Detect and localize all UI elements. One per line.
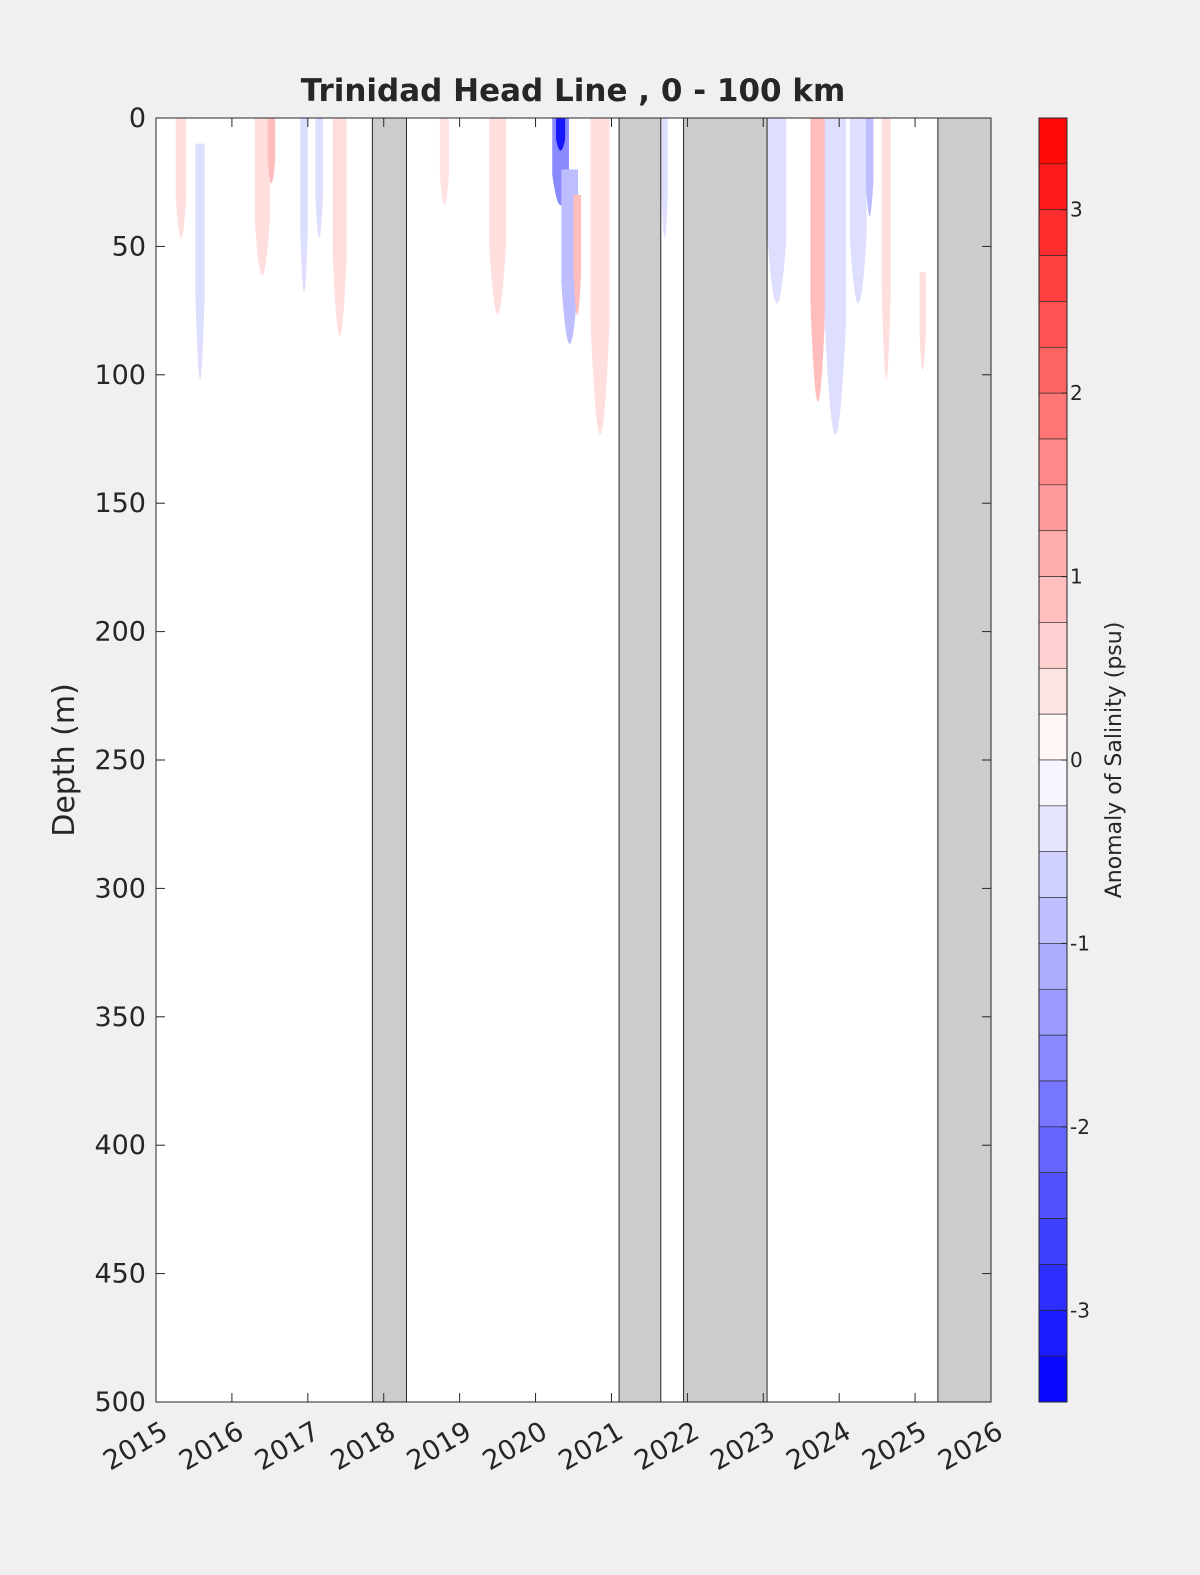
colorbar-tick-label--2: -2 (1070, 1115, 1090, 1139)
colorbar-tick-label-2: 2 (1070, 381, 1083, 405)
chart-title: Trinidad Head Line , 0 - 100 km (301, 73, 846, 109)
y-tick-label-400: 400 (94, 1130, 146, 1161)
colorbar-tick-label--3: -3 (1070, 1298, 1090, 1322)
colorbar-band-15 (1038, 805, 1068, 853)
colorbar-band-23 (1038, 1172, 1068, 1219)
anomaly-patch-2 (254, 118, 270, 276)
colorbar-band-18 (1038, 943, 1068, 990)
anomaly-patch-4 (300, 118, 308, 293)
anomaly-patch-3 (267, 118, 276, 184)
y-tick-label-100: 100 (94, 360, 146, 391)
colorbar-tick-label-3: 3 (1070, 198, 1083, 222)
colorbar-label: Anomaly of Salinity (psu) (1102, 622, 1127, 899)
colorbar-band-7 (1038, 438, 1068, 486)
anomaly-patch-12 (573, 195, 582, 316)
anomaly-patch-17 (824, 118, 847, 435)
anomaly-patch-18 (849, 118, 867, 304)
anomaly-patch-10 (556, 118, 566, 151)
anomaly-patch-0 (175, 118, 187, 239)
colorbar-tick-label--1: -1 (1070, 931, 1090, 955)
anomaly-patch-8 (489, 118, 506, 315)
colorbar-tick-label-1: 1 (1070, 565, 1083, 589)
y-tick-label-200: 200 (94, 617, 146, 648)
colorbar-band-19 (1038, 988, 1068, 1036)
anomaly-patch-16 (810, 118, 826, 402)
y-tick-label-0: 0 (129, 103, 146, 134)
y-tick-label-300: 300 (94, 873, 146, 904)
colorbar-band-16 (1038, 851, 1068, 898)
x-tick-label-2023: 2023 (705, 1416, 780, 1477)
colorbar-band-20 (1038, 1034, 1068, 1082)
y-tick-label-500: 500 (94, 1387, 146, 1418)
y-tick-label-450: 450 (94, 1259, 146, 1290)
anomaly-patch-1 (195, 143, 205, 380)
anomaly-patch-14 (661, 118, 668, 239)
colorbar-band-27 (1038, 1355, 1068, 1403)
x-tick-label-2020: 2020 (478, 1416, 553, 1477)
colorbar-band-24 (1038, 1218, 1068, 1265)
colorbar-band-12 (1038, 667, 1068, 715)
anomaly-patch-7 (439, 118, 450, 206)
y-tick-label-350: 350 (94, 1002, 146, 1033)
anomaly-patch-5 (315, 118, 323, 239)
x-tick-label-2025: 2025 (857, 1416, 932, 1477)
colorbar-band-21 (1038, 1080, 1068, 1128)
colorbar-tick-label-0: 0 (1070, 748, 1083, 772)
y-axis-label: Depth (m) (47, 683, 82, 837)
x-tick-label-2017: 2017 (250, 1416, 325, 1477)
x-tick-label-2024: 2024 (781, 1416, 856, 1477)
x-tick-label-2018: 2018 (326, 1416, 401, 1477)
x-tick-label-2015: 2015 (98, 1416, 173, 1477)
colorbar-band-1 (1038, 163, 1068, 211)
x-tick-label-2022: 2022 (629, 1416, 704, 1477)
anomaly-patch-15 (767, 118, 787, 304)
x-tick-label-2026: 2026 (933, 1416, 1008, 1477)
y-tick-label-250: 250 (94, 745, 146, 776)
colorbar-band-9 (1038, 530, 1068, 577)
anomaly-patch-6 (332, 118, 347, 337)
x-tick-label-2019: 2019 (402, 1416, 477, 1477)
colorbar-band-26 (1038, 1309, 1068, 1357)
colorbar-band-14 (1038, 759, 1068, 807)
colorbar-band-2 (1038, 209, 1068, 256)
y-tick-label-50: 50 (112, 231, 146, 262)
colorbar-band-8 (1038, 484, 1068, 532)
no-data-band-0 (371, 117, 408, 1403)
y-tick-label-150: 150 (94, 488, 146, 519)
anomaly-patch-layer (175, 118, 926, 435)
colorbar-band-22 (1038, 1126, 1068, 1174)
colorbar-band-13 (1038, 713, 1068, 761)
plot-area (155, 117, 992, 1403)
y-axis: 0 50 100 150 200 250 300 350 400 450 500 (94, 103, 991, 1418)
colorbar-ticks: 3 2 1 0 -1 -2 -3 (1061, 198, 1090, 1322)
plot-background (156, 118, 991, 1402)
colorbar-frame (1038, 117, 1068, 1403)
colorbar-band-17 (1038, 897, 1068, 944)
anomaly-patch-19 (865, 118, 874, 217)
no-data-layer (371, 117, 992, 1403)
colorbar-band-0 (1038, 117, 1068, 165)
colorbar: 3 2 1 0 -1 -2 -3 (1038, 117, 1090, 1403)
no-data-band-2 (683, 117, 768, 1403)
colorbar-band-4 (1038, 301, 1068, 348)
colorbar-band-6 (1038, 392, 1068, 440)
x-tick-label-2016: 2016 (174, 1416, 249, 1477)
colorbar-band-11 (1038, 622, 1068, 669)
colorbar-band-10 (1038, 576, 1068, 623)
colorbar-band-3 (1038, 255, 1068, 302)
anomaly-patch-13 (590, 118, 610, 435)
no-data-band-1 (618, 117, 662, 1403)
colorbar-band-5 (1038, 346, 1068, 394)
x-tick-label-2021: 2021 (554, 1416, 629, 1477)
colorbar-band-25 (1038, 1264, 1068, 1311)
anomaly-patch-20 (881, 118, 891, 380)
anomaly-patch-21 (919, 272, 926, 371)
